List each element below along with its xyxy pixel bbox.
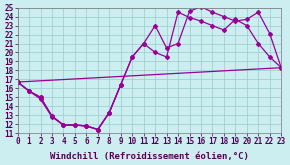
X-axis label: Windchill (Refroidissement éolien,°C): Windchill (Refroidissement éolien,°C) (50, 152, 249, 161)
